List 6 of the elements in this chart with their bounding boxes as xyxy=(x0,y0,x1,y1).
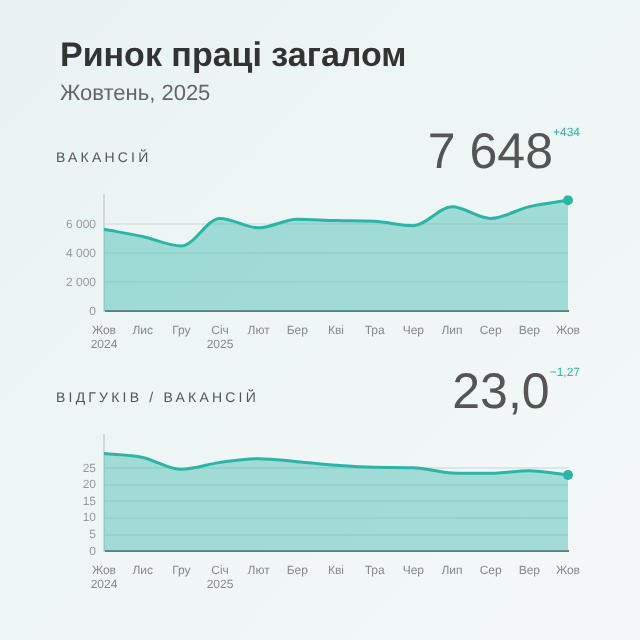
text: 7 648 xyxy=(427,124,553,180)
chart-title: Ринок праці загалом xyxy=(60,36,407,76)
text: +434 xyxy=(552,128,580,140)
text: −1,27 xyxy=(549,368,580,380)
text: 23,0 xyxy=(452,364,550,420)
chart-subtitle: Жовтень, 2025 xyxy=(60,82,211,106)
